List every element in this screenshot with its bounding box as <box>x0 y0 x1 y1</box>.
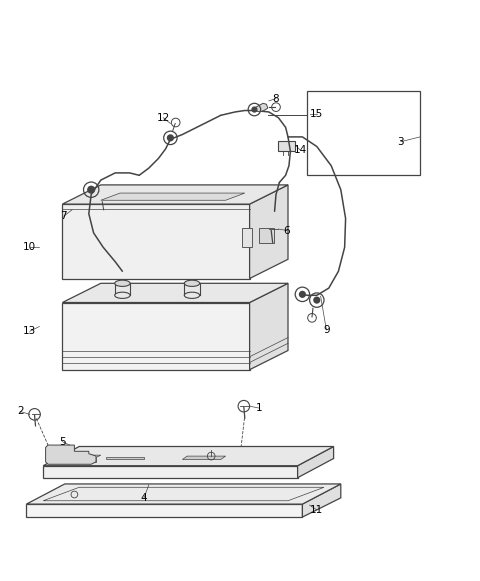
Ellipse shape <box>115 292 130 299</box>
Polygon shape <box>26 504 302 517</box>
Polygon shape <box>53 458 96 462</box>
Text: 3: 3 <box>397 137 404 146</box>
Text: 6: 6 <box>284 225 290 235</box>
Ellipse shape <box>184 292 200 299</box>
Polygon shape <box>101 193 245 200</box>
Polygon shape <box>182 456 226 460</box>
Polygon shape <box>259 228 274 242</box>
Circle shape <box>300 292 305 297</box>
Circle shape <box>314 297 320 303</box>
Polygon shape <box>53 455 101 458</box>
Text: 5: 5 <box>59 437 66 447</box>
Circle shape <box>168 135 173 141</box>
Polygon shape <box>43 466 298 478</box>
Ellipse shape <box>184 280 200 286</box>
Polygon shape <box>62 185 288 204</box>
Text: 8: 8 <box>273 94 279 103</box>
Text: 12: 12 <box>156 113 170 123</box>
Text: 4: 4 <box>141 493 147 503</box>
Text: 2: 2 <box>17 407 24 417</box>
Polygon shape <box>302 484 341 517</box>
Bar <box>307 91 420 175</box>
Text: 1: 1 <box>256 403 263 413</box>
Polygon shape <box>46 445 96 464</box>
Circle shape <box>252 107 257 112</box>
Ellipse shape <box>115 280 130 286</box>
Text: 9: 9 <box>323 325 330 335</box>
Bar <box>278 141 295 151</box>
Polygon shape <box>43 447 334 466</box>
Polygon shape <box>242 228 252 248</box>
Polygon shape <box>62 303 250 370</box>
Polygon shape <box>298 447 334 478</box>
Polygon shape <box>253 103 268 112</box>
Text: 10: 10 <box>23 242 36 252</box>
Polygon shape <box>26 484 341 504</box>
Text: 13: 13 <box>23 327 36 336</box>
Text: 14: 14 <box>293 145 307 155</box>
Polygon shape <box>62 204 250 278</box>
Polygon shape <box>106 457 144 460</box>
Text: 7: 7 <box>60 211 67 221</box>
Text: 15: 15 <box>310 109 324 119</box>
Text: 11: 11 <box>310 505 324 515</box>
Polygon shape <box>62 284 288 303</box>
Polygon shape <box>250 284 288 370</box>
Circle shape <box>88 187 95 193</box>
Polygon shape <box>250 185 288 278</box>
